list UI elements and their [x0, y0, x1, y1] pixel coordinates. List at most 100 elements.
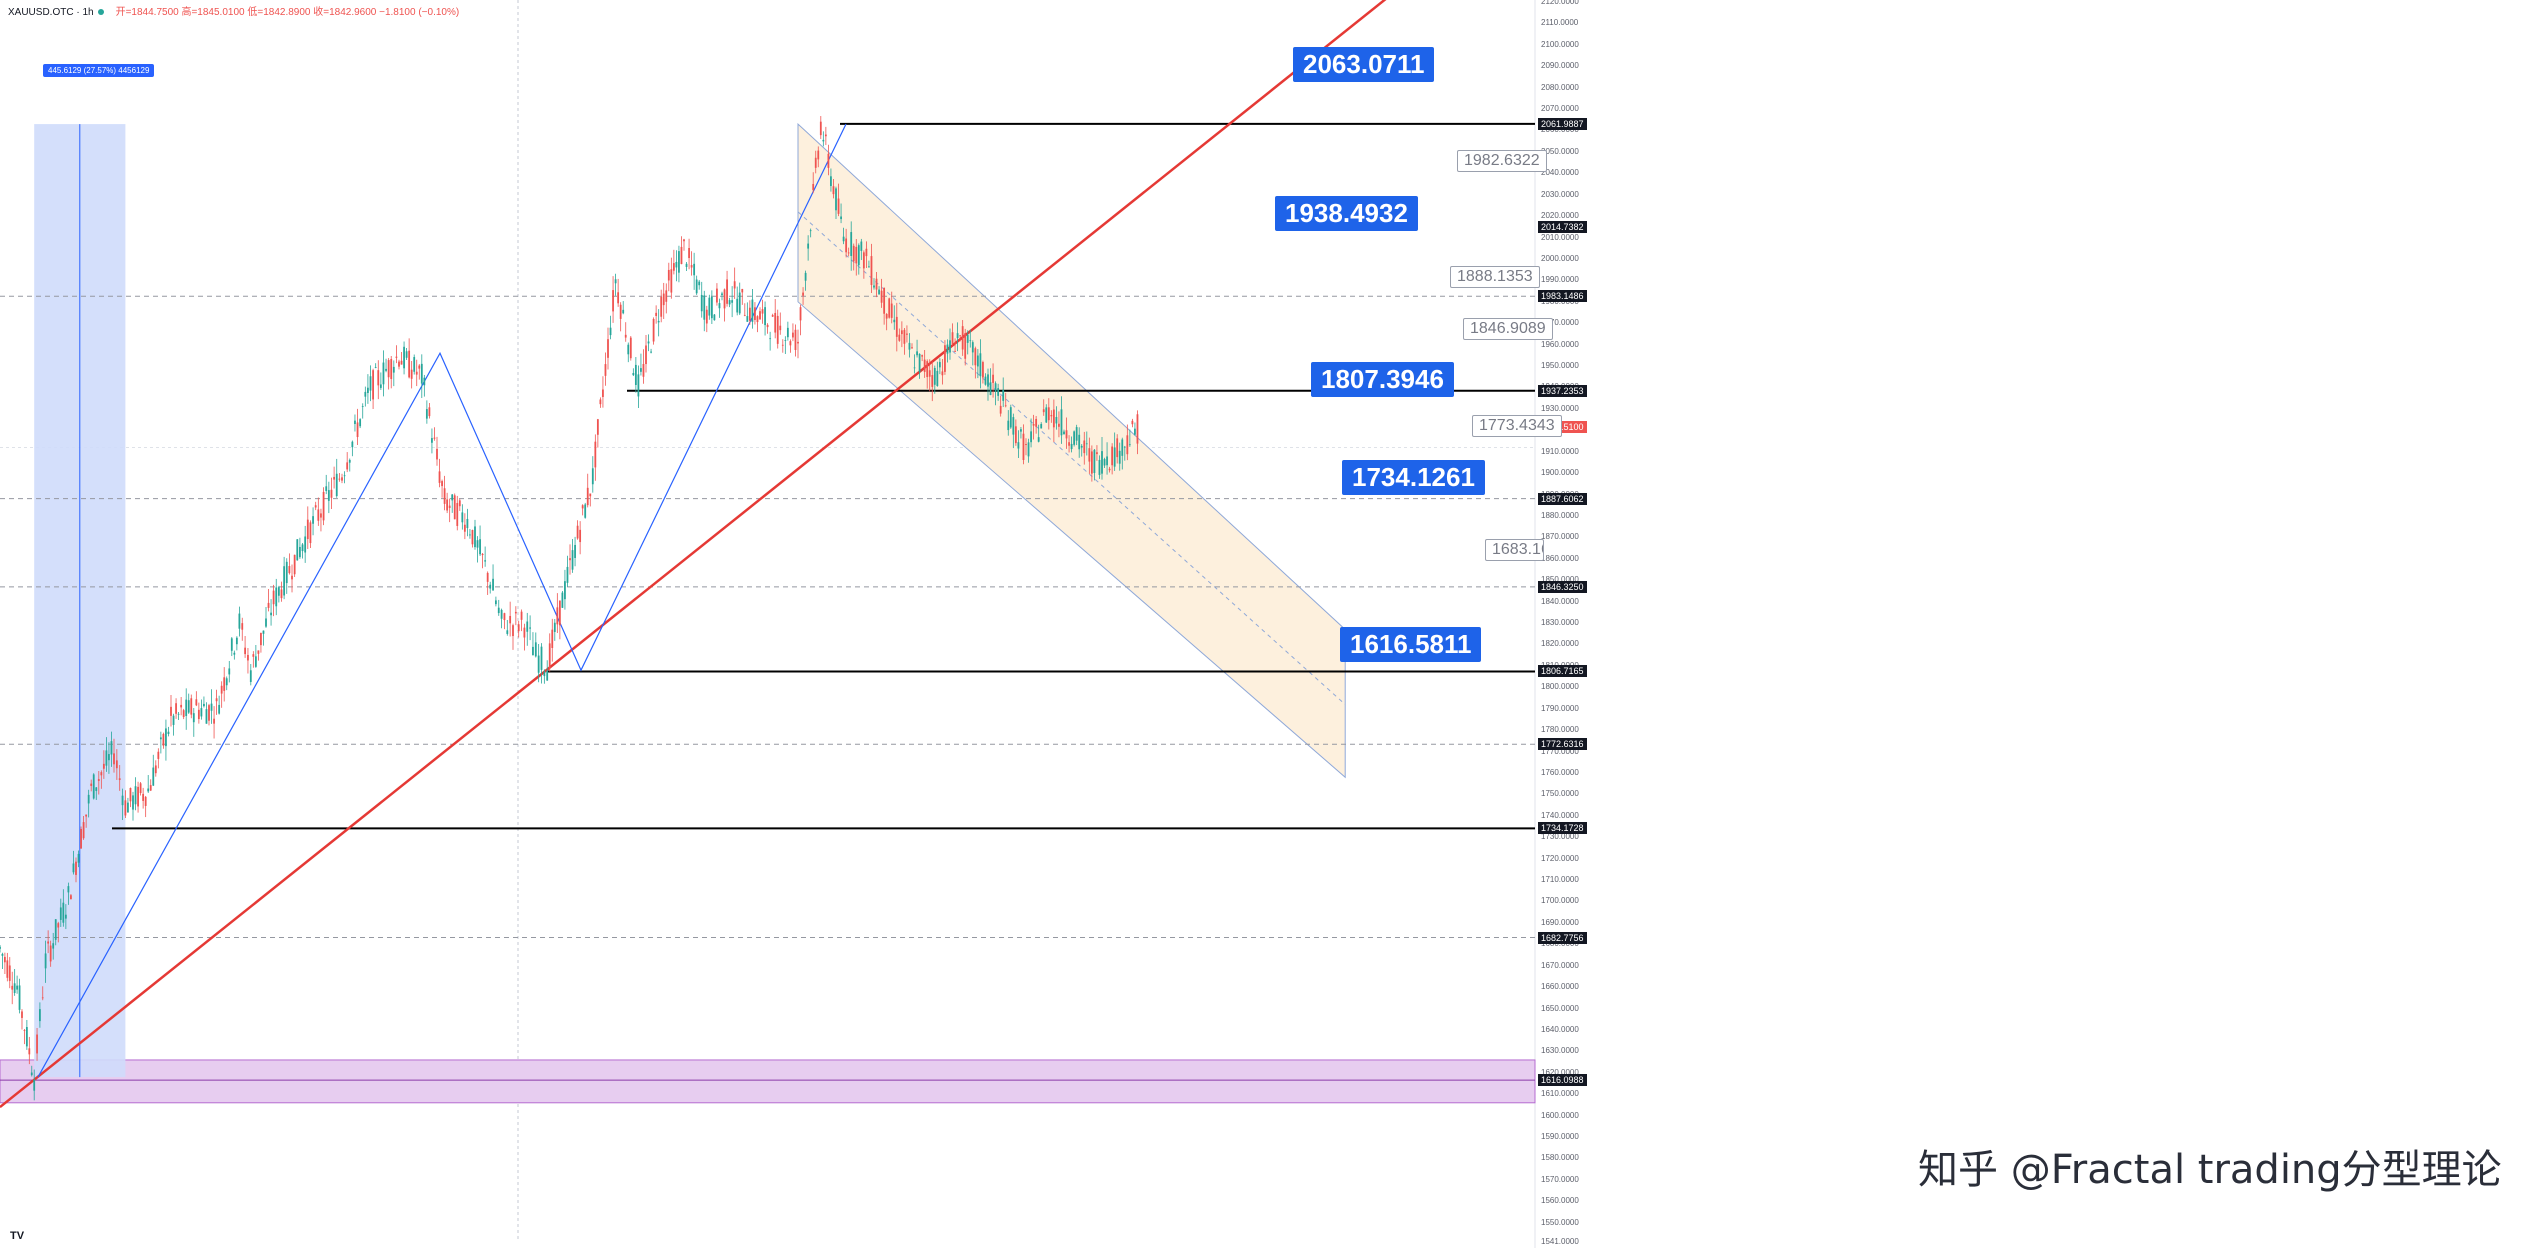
candle-body	[652, 318, 655, 342]
candle-body	[182, 710, 185, 717]
tradingview-logo[interactable]: TV	[10, 1230, 25, 1242]
symbol-label[interactable]: XAUUSD.OTC · 1h	[8, 7, 94, 18]
price-callout-1616.5811[interactable]: 1616.5811	[1340, 627, 1482, 662]
price-callout-1683.1624[interactable]: 1683.1624	[1485, 539, 1544, 561]
price-callout-1938.4932[interactable]: 1938.4932	[1275, 196, 1418, 231]
candle-body	[1096, 452, 1098, 455]
candle-body	[832, 186, 835, 195]
candle-body	[650, 351, 652, 353]
candle-body	[870, 256, 873, 285]
candle-body	[325, 486, 328, 491]
candle-body	[976, 355, 979, 367]
candle-body	[330, 489, 333, 498]
candle-body	[408, 350, 411, 378]
candle-body	[185, 699, 188, 716]
candle-body	[637, 374, 640, 397]
candle-body	[817, 150, 820, 160]
candle-body	[306, 519, 309, 540]
candle-body	[514, 611, 517, 614]
candle-body	[695, 279, 698, 294]
candle-body	[789, 341, 792, 346]
candle-body	[1063, 431, 1065, 435]
candle-body	[705, 309, 708, 324]
price-callout-1773.4343[interactable]: 1773.4343	[1472, 415, 1562, 437]
price-tag: 1734.1728	[1538, 822, 1587, 835]
candle-body	[627, 344, 630, 355]
candle-body	[1116, 438, 1119, 458]
price-callout-1734.1261[interactable]: 1734.1261	[1342, 460, 1485, 495]
candle-body	[1090, 451, 1093, 474]
price-callout-1846.9089[interactable]: 1846.9089	[1463, 318, 1553, 340]
candle-body	[908, 342, 911, 350]
candle-body	[428, 407, 431, 417]
candle-body	[688, 248, 690, 259]
candle-body	[1070, 443, 1073, 450]
candle-body	[675, 261, 678, 268]
candle-body	[721, 293, 723, 296]
price-tag: 1806.7165	[1538, 665, 1587, 678]
candle-body	[403, 346, 405, 369]
candle-body	[235, 637, 238, 645]
candle-body	[280, 589, 283, 599]
candle-body	[822, 139, 825, 142]
candle-body	[878, 289, 880, 295]
candle-body	[1040, 424, 1043, 429]
candle-body	[44, 953, 47, 969]
candle-body	[110, 741, 113, 755]
candle-body	[842, 236, 845, 242]
candle-body	[1042, 409, 1045, 413]
candle-body	[766, 324, 769, 328]
candle-body	[566, 566, 569, 583]
candle-body	[200, 708, 203, 717]
candle-body	[748, 307, 751, 321]
candle-body	[579, 529, 582, 543]
candle-body	[609, 327, 612, 336]
candle-body	[561, 592, 564, 608]
candle-body	[532, 646, 534, 656]
candle-body	[670, 269, 673, 293]
candle-body	[152, 767, 155, 786]
candle-body	[827, 153, 830, 168]
price-callout-2063.0711[interactable]: 2063.0711	[1293, 47, 1435, 82]
candle-body	[1012, 417, 1015, 435]
price-axis-tick: 1820.0000	[1541, 639, 1579, 649]
candle-body	[254, 656, 257, 667]
red-trendline	[0, 0, 1387, 1109]
candle-body	[683, 239, 685, 242]
candle-body	[698, 281, 701, 286]
candle-body	[392, 366, 395, 373]
candle-body	[134, 786, 137, 805]
candle-body	[82, 822, 85, 839]
price-callout-1888.1353[interactable]: 1888.1353	[1450, 266, 1540, 288]
candle-body	[875, 278, 878, 290]
candle-body	[890, 303, 893, 318]
candle-body	[364, 391, 367, 397]
candle-body	[438, 471, 441, 483]
candle-body	[553, 622, 556, 632]
candle-body	[746, 316, 749, 322]
candle-body	[571, 550, 574, 570]
candle-body	[546, 670, 549, 681]
price-axis-tick: 1580.0000	[1541, 1153, 1579, 1163]
candle-body	[523, 627, 526, 638]
candle-body	[540, 646, 543, 670]
candle-body	[792, 332, 794, 338]
candle-body	[898, 334, 901, 341]
candle-body	[574, 544, 576, 558]
price-axis-tick: 1910.0000	[1541, 446, 1579, 456]
candle-body	[728, 300, 731, 305]
candle-body	[33, 1079, 36, 1091]
candle-body	[6, 960, 9, 978]
candle-body	[809, 230, 812, 232]
price-axis-tick: 1670.0000	[1541, 960, 1579, 970]
candle-body	[30, 1072, 33, 1076]
candle-body	[710, 296, 713, 319]
price-callout-1807.3946[interactable]: 1807.3946	[1311, 362, 1454, 397]
candle-body	[895, 316, 898, 337]
price-callout-1982.6322[interactable]: 1982.6322	[1457, 150, 1547, 172]
candle-body	[165, 728, 167, 747]
candle-body	[1134, 428, 1136, 435]
candle-body	[888, 298, 891, 318]
candle-body	[804, 272, 807, 281]
